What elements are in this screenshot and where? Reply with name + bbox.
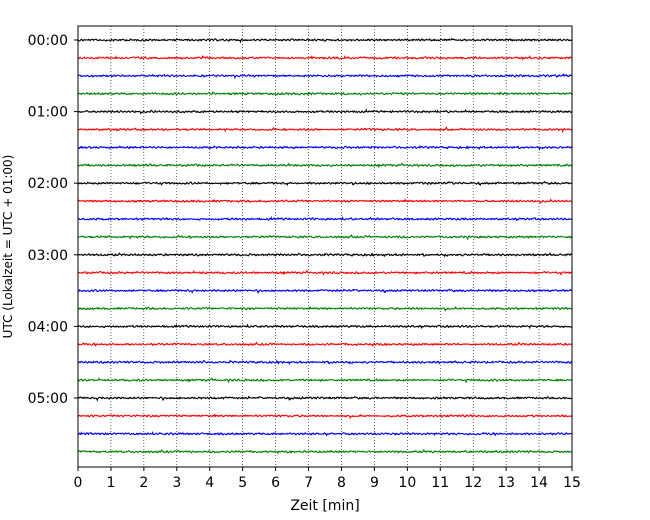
trace-0315 xyxy=(77,269,573,276)
y-tick-label: 03:00 xyxy=(28,248,68,264)
y-axis-ticks: 00:00 01:00 02:00 03:00 04:00 05:00 xyxy=(28,33,78,407)
trace-0330 xyxy=(77,288,573,295)
trace-0100 xyxy=(77,108,573,115)
plot-frame xyxy=(77,25,573,468)
y-tick-label: 02:00 xyxy=(28,176,68,192)
trace-0300 xyxy=(77,252,573,258)
x-tick-label: 4 xyxy=(205,475,214,491)
trace-0030 xyxy=(77,72,573,80)
trace-0045 xyxy=(77,91,573,96)
trace-0430 xyxy=(77,359,573,365)
x-axis-ticks: 0 1 2 3 4 5 6 7 8 9 10 11 12 13 14 15 xyxy=(74,467,581,491)
trace-0145 xyxy=(77,162,573,169)
y-axis-label: UTC (Lokalzeit = UTC + 01:00) xyxy=(1,155,15,339)
x-tick-label: 15 xyxy=(563,475,581,491)
trace-0445 xyxy=(77,377,573,384)
trace-0215 xyxy=(77,198,573,205)
y-tick-label: 04:00 xyxy=(28,319,68,335)
x-tick-label: 9 xyxy=(370,475,379,491)
trace-0530 xyxy=(77,431,573,437)
trace-0345 xyxy=(77,305,573,312)
x-tick-label: 11 xyxy=(431,475,449,491)
trace-0245 xyxy=(77,233,573,241)
y-tick-label: 00:00 xyxy=(28,33,68,49)
y-tick-label: 05:00 xyxy=(28,391,68,407)
x-tick-label: 3 xyxy=(172,475,181,491)
x-axis-label: Zeit [min] xyxy=(290,498,359,514)
x-tick-label: 6 xyxy=(271,475,280,491)
trace-0545 xyxy=(77,448,573,455)
trace-0200 xyxy=(77,180,573,187)
trace-0400 xyxy=(77,323,573,330)
x-tick-label: 0 xyxy=(74,475,83,491)
x-tick-label: 10 xyxy=(398,475,416,491)
x-tick-label: 2 xyxy=(139,475,148,491)
trace-0015 xyxy=(77,54,573,61)
x-tick-label: 12 xyxy=(464,475,482,491)
trace-0115 xyxy=(77,126,573,134)
trace-lines xyxy=(77,37,573,455)
trace-0500 xyxy=(77,395,573,402)
x-tick-label: 13 xyxy=(497,475,515,491)
trace-0130 xyxy=(77,144,573,151)
trace-0000 xyxy=(77,37,573,44)
x-tick-label: 7 xyxy=(304,475,313,491)
x-tick-label: 5 xyxy=(238,475,247,491)
trace-0230 xyxy=(77,215,573,222)
y-tick-label: 01:00 xyxy=(28,105,68,121)
trace-0415 xyxy=(77,341,573,348)
trace-0515 xyxy=(77,413,573,420)
x-tick-label: 1 xyxy=(106,475,115,491)
x-tick-label: 14 xyxy=(530,475,548,491)
x-tick-label: 8 xyxy=(337,475,346,491)
vertical-gridlines xyxy=(110,26,540,467)
